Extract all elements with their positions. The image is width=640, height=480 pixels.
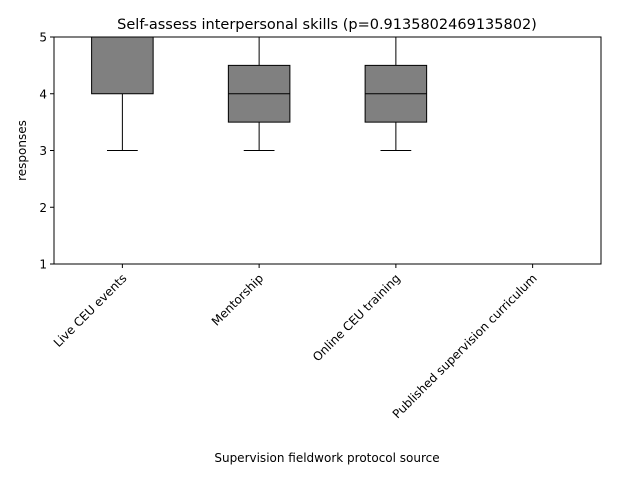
iqr-box bbox=[91, 36, 154, 95]
y-tick-label: 3 bbox=[39, 144, 47, 158]
x-axis: Live CEU events Mentorship Online CEU trai… bbox=[51, 264, 540, 421]
boxes-layer bbox=[91, 36, 564, 151]
chart-title: Self-assess interpersonal skills (p=0.91… bbox=[117, 17, 537, 33]
x-tick-label: Online CEU training bbox=[310, 271, 403, 364]
box-group bbox=[91, 36, 154, 151]
y-tick-label: 1 bbox=[39, 258, 47, 272]
y-tick-label: 2 bbox=[39, 201, 47, 215]
box-group bbox=[227, 36, 291, 151]
y-axis-label: responses bbox=[15, 120, 29, 181]
box-group bbox=[364, 36, 428, 151]
x-axis-label: Supervision fieldwork protocol source bbox=[214, 451, 439, 465]
y-tick-label: 5 bbox=[39, 31, 47, 45]
x-tick-label: Published supervision curriculum bbox=[390, 271, 540, 421]
y-axis: 1 2 3 4 5 bbox=[39, 31, 54, 272]
x-tick-label: Mentorship bbox=[209, 271, 266, 328]
x-tick-label: Live CEU events bbox=[51, 271, 130, 350]
y-tick-label: 4 bbox=[39, 87, 47, 101]
